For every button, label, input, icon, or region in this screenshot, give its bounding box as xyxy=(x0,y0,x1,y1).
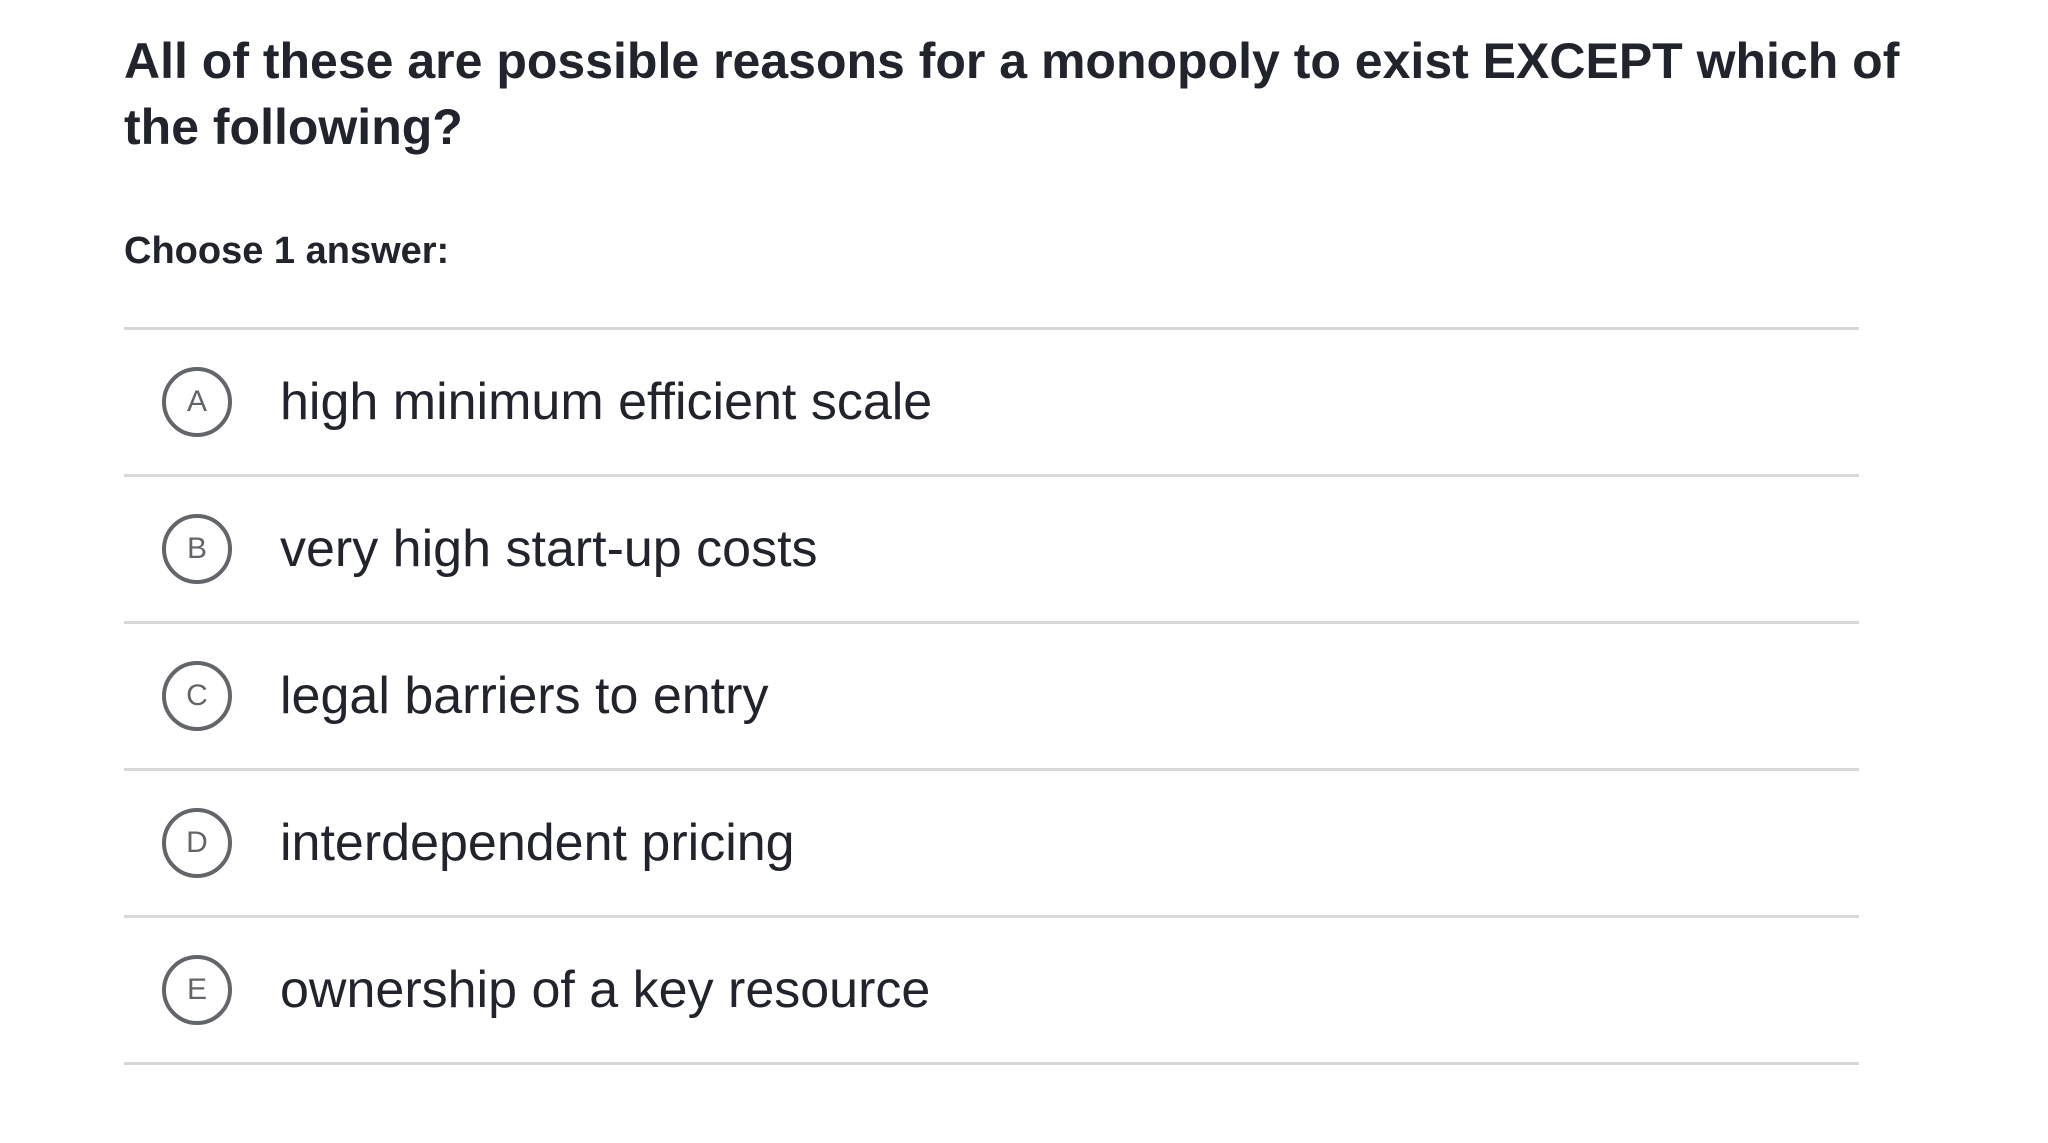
choice-label: legal barriers to entry xyxy=(280,667,769,725)
choice-label: high minimum efficient scale xyxy=(280,373,933,431)
answer-instruction: Choose 1 answer: xyxy=(124,230,450,272)
choice-letter-circle[interactable]: E xyxy=(162,955,232,1025)
choice-letter-circle[interactable]: A xyxy=(162,367,232,437)
question-text: All of these are possible reasons for a … xyxy=(124,33,1900,155)
choice-c[interactable]: C legal barriers to entry xyxy=(124,624,1859,771)
choice-letter-circle[interactable]: B xyxy=(162,514,232,584)
choice-e[interactable]: E ownership of a key resource xyxy=(124,918,1859,1065)
choice-label: ownership of a key resource xyxy=(280,961,931,1019)
choice-d[interactable]: D interdependent pricing xyxy=(124,771,1859,918)
answer-choices: A high minimum efficient scale B very hi… xyxy=(124,327,1859,1065)
choice-letter-circle[interactable]: C xyxy=(162,661,232,731)
choice-label: interdependent pricing xyxy=(280,814,795,872)
choice-b[interactable]: B very high start-up costs xyxy=(124,477,1859,624)
choice-letter-circle[interactable]: D xyxy=(162,808,232,878)
choice-a[interactable]: A high minimum efficient scale xyxy=(124,330,1859,477)
choice-label: very high start-up costs xyxy=(280,520,818,578)
